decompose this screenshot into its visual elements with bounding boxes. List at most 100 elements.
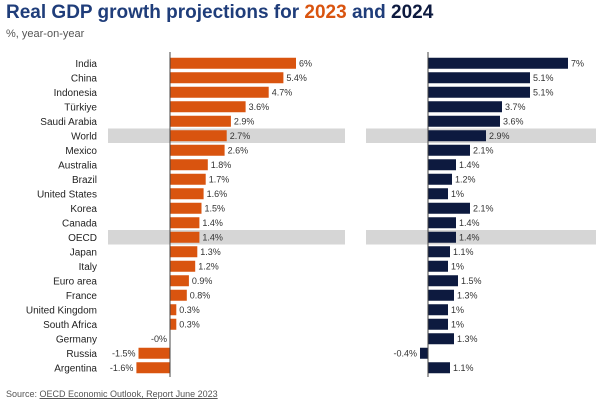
- bar-2024-saudi-arabia: [428, 115, 500, 127]
- category-label-oecd: OECD: [68, 233, 97, 244]
- category-label-argentina: Argentina: [54, 363, 97, 374]
- category-label-united-kingdom: United Kingdom: [26, 305, 97, 316]
- bar-2023-china: [170, 72, 284, 84]
- bar-2023-south-africa: [170, 318, 177, 330]
- value-label-2024-korea: 2.1%: [473, 203, 494, 213]
- bar-2023-oecd: [170, 231, 200, 243]
- bar-2023-italy: [170, 260, 196, 272]
- bar-2023-korea: [170, 202, 202, 214]
- bar-2023-argentina: [136, 362, 170, 374]
- value-label-2024-germany: 1.3%: [457, 334, 478, 344]
- bar-2023-world: [170, 130, 227, 142]
- value-label-2023-australia: 1.8%: [211, 160, 232, 170]
- bar-2024-china: [428, 72, 530, 84]
- bar-2024-korea: [428, 202, 470, 214]
- bar-2024-south-africa: [428, 318, 448, 330]
- value-label-2024-brazil: 1.2%: [455, 174, 476, 184]
- value-label-2024-world: 2.9%: [489, 131, 510, 141]
- bar-2023-russia: [138, 347, 170, 359]
- value-label-2023-japan: 1.3%: [200, 247, 221, 257]
- value-label-2024-canada: 1.4%: [459, 218, 480, 228]
- bar-2023-indonesia: [170, 86, 269, 98]
- bar-2024-euro-area: [428, 275, 458, 287]
- bar-2024-turkiye: [428, 101, 502, 113]
- category-label-italy: Italy: [79, 262, 97, 273]
- value-label-2023-euro-area: 0.9%: [192, 276, 213, 286]
- bar-2024-united-kingdom: [428, 304, 448, 316]
- bar-2023-euro-area: [170, 275, 189, 287]
- bar-2023-mexico: [170, 144, 225, 156]
- category-label-france: France: [66, 291, 98, 302]
- value-label-2023-germany: -0%: [151, 334, 167, 344]
- value-label-2023-italy: 1.2%: [198, 261, 219, 271]
- value-label-2024-united-kingdom: 1%: [451, 305, 464, 315]
- value-label-2024-argentina: 1.1%: [453, 363, 474, 373]
- category-label-turkiye: Türkiye: [64, 102, 97, 113]
- category-label-brazil: Brazil: [72, 175, 97, 186]
- value-label-2023-russia: -1.5%: [112, 348, 136, 358]
- bar-2024-germany: [428, 333, 454, 345]
- value-label-2023-india: 6%: [299, 58, 312, 68]
- category-label-india: India: [75, 59, 97, 70]
- bar-2023-japan: [170, 246, 198, 258]
- value-label-2024-japan: 1.1%: [453, 247, 474, 257]
- bar-2024-brazil: [428, 173, 452, 185]
- title-year-2023: 2023: [304, 2, 347, 23]
- value-label-2023-saudi-arabia: 2.9%: [234, 116, 255, 126]
- value-label-2023-brazil: 1.7%: [209, 174, 230, 184]
- bar-2023-united-states: [170, 188, 204, 200]
- bar-2023-australia: [170, 159, 208, 171]
- category-label-canada: Canada: [62, 218, 97, 229]
- bar-2023-india: [170, 57, 296, 69]
- value-label-2024-indonesia: 5.1%: [533, 87, 554, 97]
- value-label-2023-france: 0.8%: [190, 290, 211, 300]
- bar-2024-united-states: [428, 188, 448, 200]
- value-label-2023-canada: 1.4%: [202, 218, 223, 228]
- bar-2024-mexico: [428, 144, 470, 156]
- chart-title: Real GDP growth projections for 2023 and…: [6, 2, 433, 24]
- value-label-2024-italy: 1%: [451, 261, 464, 271]
- bar-2024-canada: [428, 217, 456, 229]
- source-note: Source: OECD Economic Outlook, Report Ju…: [6, 389, 218, 399]
- category-label-china: China: [71, 73, 98, 84]
- value-label-2024-china: 5.1%: [533, 73, 554, 83]
- bar-2024-russia: [420, 347, 428, 359]
- bar-2023-canada: [170, 217, 200, 229]
- bar-2024-world: [428, 130, 486, 142]
- bar-2023-france: [170, 289, 187, 301]
- category-label-indonesia: Indonesia: [54, 88, 98, 99]
- value-label-2024-australia: 1.4%: [459, 160, 480, 170]
- bar-2024-indonesia: [428, 86, 530, 98]
- bar-2023-united-kingdom: [170, 304, 177, 316]
- category-label-south-africa: South Africa: [43, 320, 97, 331]
- value-label-2024-turkiye: 3.7%: [505, 102, 526, 112]
- value-label-2023-mexico: 2.6%: [228, 145, 249, 155]
- value-label-2023-united-states: 1.6%: [207, 189, 228, 199]
- bar-2024-oecd: [428, 231, 456, 243]
- category-label-japan: Japan: [70, 247, 97, 258]
- bar-2024-argentina: [428, 362, 450, 374]
- bar-2024-france: [428, 289, 454, 301]
- value-label-2023-turkiye: 3.6%: [249, 102, 270, 112]
- highlight-band-oecd-2023: [108, 230, 345, 245]
- value-label-2023-oecd: 1.4%: [202, 232, 223, 242]
- title-year-2024: 2024: [391, 2, 434, 23]
- bar-2023-brazil: [170, 173, 206, 185]
- bar-2023-turkiye: [170, 101, 246, 113]
- value-label-2023-korea: 1.5%: [205, 203, 226, 213]
- value-label-2024-euro-area: 1.5%: [461, 276, 482, 286]
- bar-2024-italy: [428, 260, 448, 272]
- category-label-world: World: [71, 131, 97, 142]
- value-label-2024-russia: -0.4%: [393, 348, 417, 358]
- bar-2024-india: [428, 57, 568, 69]
- source-link[interactable]: OECD Economic Outlook, Report June 2023: [39, 389, 218, 399]
- value-label-2023-argentina: -1.6%: [110, 363, 134, 373]
- value-label-2024-south-africa: 1%: [451, 319, 464, 329]
- value-label-2024-oecd: 1.4%: [459, 232, 480, 242]
- value-label-2024-saudi-arabia: 3.6%: [503, 116, 524, 126]
- value-label-2024-france: 1.3%: [457, 290, 478, 300]
- value-label-2023-world: 2.7%: [230, 131, 251, 141]
- chart-subtitle: %, year-on-year: [6, 28, 85, 40]
- category-label-korea: Korea: [70, 204, 97, 215]
